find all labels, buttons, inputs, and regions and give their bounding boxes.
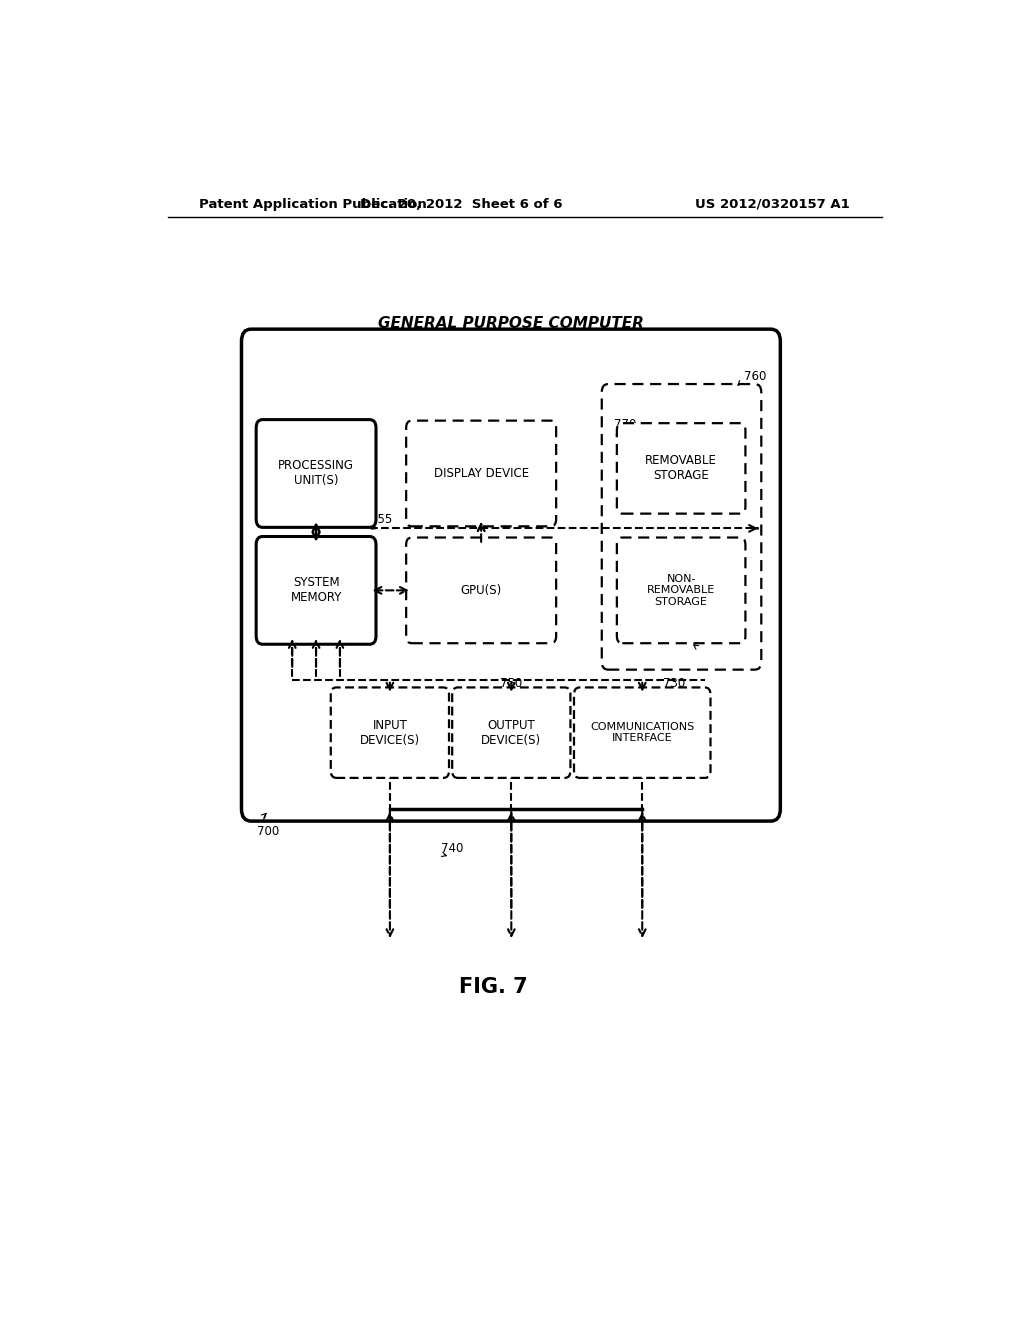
FancyBboxPatch shape [256, 420, 376, 528]
Text: INPUT
DEVICE(S): INPUT DEVICE(S) [359, 718, 420, 747]
FancyBboxPatch shape [256, 536, 376, 644]
Text: 760: 760 [743, 370, 766, 383]
Text: 715: 715 [458, 616, 479, 630]
Text: 710: 710 [257, 422, 280, 436]
Text: 755: 755 [370, 513, 392, 527]
Text: Dec. 20, 2012  Sheet 6 of 6: Dec. 20, 2012 Sheet 6 of 6 [360, 198, 562, 211]
Text: FIG. 7: FIG. 7 [459, 977, 527, 997]
FancyBboxPatch shape [242, 329, 780, 821]
FancyBboxPatch shape [616, 537, 745, 643]
FancyBboxPatch shape [574, 688, 711, 777]
Text: PROCESSING
UNIT(S): PROCESSING UNIT(S) [279, 459, 354, 487]
FancyBboxPatch shape [453, 688, 570, 777]
FancyBboxPatch shape [407, 421, 556, 527]
Text: NON-
REMOVABLE
STORAGE: NON- REMOVABLE STORAGE [647, 574, 716, 607]
Text: 740: 740 [441, 842, 464, 854]
Text: 720: 720 [257, 537, 280, 549]
Text: COMMUNICATIONS
INTERFACE: COMMUNICATIONS INTERFACE [590, 722, 694, 743]
FancyBboxPatch shape [602, 384, 761, 669]
Text: GPU(S): GPU(S) [461, 583, 502, 597]
FancyBboxPatch shape [616, 424, 745, 513]
Text: 750: 750 [500, 677, 522, 690]
Text: SYSTEM
MEMORY: SYSTEM MEMORY [291, 577, 342, 605]
Text: 770: 770 [614, 418, 637, 430]
Text: US 2012/0320157 A1: US 2012/0320157 A1 [695, 198, 850, 211]
Text: 780: 780 [684, 634, 706, 647]
Text: 700: 700 [257, 825, 280, 838]
Text: OUTPUT
DEVICE(S): OUTPUT DEVICE(S) [481, 718, 542, 747]
Text: GENERAL PURPOSE COMPUTER: GENERAL PURPOSE COMPUTER [379, 315, 644, 330]
Text: REMOVABLE
STORAGE: REMOVABLE STORAGE [645, 454, 717, 482]
Text: DISPLAY DEVICE: DISPLAY DEVICE [433, 467, 528, 480]
Text: Patent Application Publication: Patent Application Publication [200, 198, 427, 211]
FancyBboxPatch shape [331, 688, 449, 777]
FancyBboxPatch shape [407, 537, 556, 643]
Text: 730: 730 [663, 677, 685, 690]
